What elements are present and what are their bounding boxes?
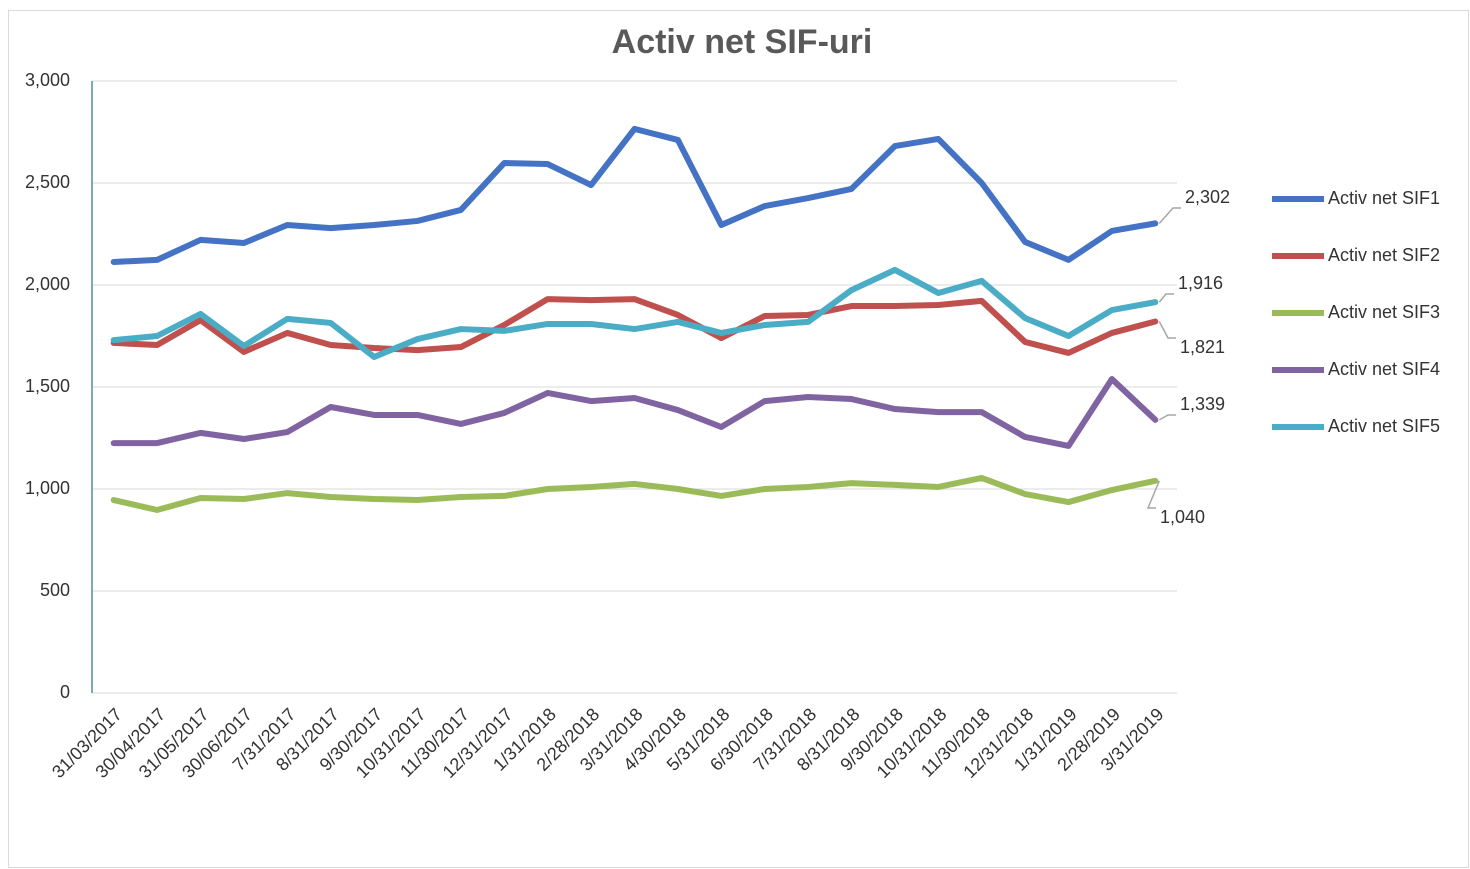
leader-line: [1158, 293, 1174, 303]
value-label: 2,302: [1185, 187, 1230, 207]
leader-line: [1158, 207, 1181, 224]
y-tick-label: 0: [60, 682, 70, 702]
y-tick-label: 500: [40, 580, 70, 600]
value-label: 1,040: [1160, 507, 1205, 527]
legend-label: Activ net SIF2: [1328, 245, 1440, 265]
y-tick-label: 1,000: [25, 478, 70, 498]
leader-line: [1158, 414, 1176, 421]
y-tick-label: 2,000: [25, 274, 70, 294]
y-tick-label: 1,500: [25, 376, 70, 396]
y-tick-label: 3,000: [25, 70, 70, 90]
legend-label: Activ net SIF1: [1328, 188, 1440, 208]
legend-label: Activ net SIF3: [1328, 302, 1440, 322]
series-line: [110, 296, 1159, 356]
leader-line: [1158, 321, 1176, 339]
value-label: 1,339: [1180, 394, 1225, 414]
series-line: [110, 266, 1159, 361]
value-label: 1,821: [1180, 337, 1225, 357]
legend-label: Activ net SIF4: [1328, 359, 1440, 379]
y-tick-label: 2,500: [25, 172, 70, 192]
leader-line: [1146, 480, 1160, 509]
chart-title: Activ net SIF-uri: [612, 23, 873, 61]
value-label: 1,916: [1178, 273, 1223, 293]
series-line: [110, 125, 1159, 265]
series-line: [110, 474, 1159, 514]
series-line: [110, 376, 1159, 449]
legend-label: Activ net SIF5: [1328, 416, 1440, 436]
